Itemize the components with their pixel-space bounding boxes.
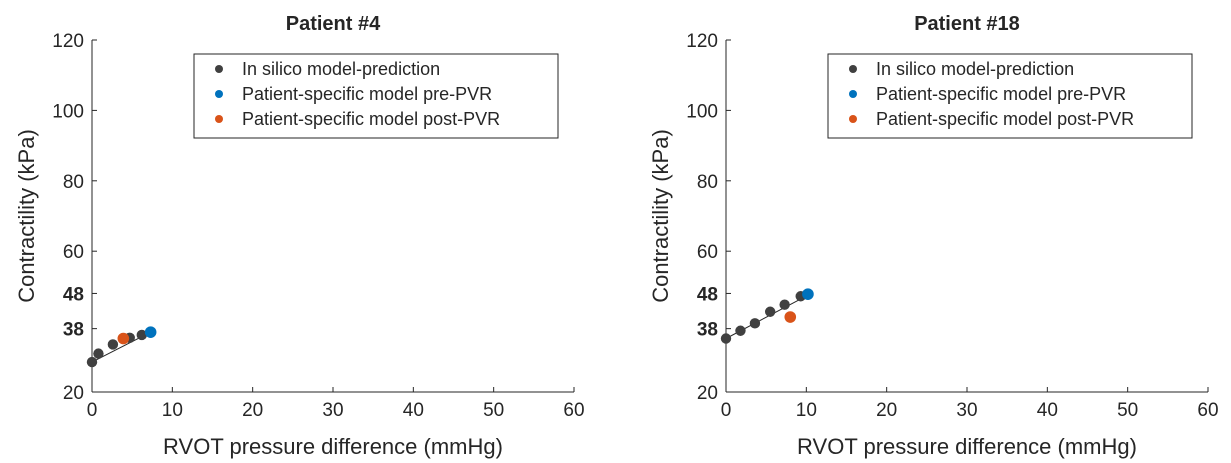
legend-label: In silico model-prediction <box>876 59 1074 79</box>
x-tick-label: 60 <box>1197 400 1218 421</box>
legend-box <box>193 53 559 139</box>
data-point-series-3 <box>117 332 130 345</box>
y-tick-label: 120 <box>686 31 718 52</box>
y-tick-label: 60 <box>697 242 718 263</box>
x-tick-label: 10 <box>162 400 183 421</box>
data-point-series-1 <box>136 329 148 341</box>
y-tick-label: 100 <box>52 101 84 122</box>
y-tick-label: 20 <box>697 383 718 404</box>
legend-marker <box>215 90 223 98</box>
legend-marker <box>849 90 857 98</box>
x-tick-label: 20 <box>876 400 897 421</box>
chart-title: Patient #18 <box>914 13 1020 35</box>
x-tick-label: 20 <box>242 400 263 421</box>
y-tick-label: 100 <box>686 101 718 122</box>
y-axis-label: Contractility (kPa) <box>648 129 673 303</box>
legend-marker <box>849 115 857 123</box>
x-tick-label: 0 <box>721 400 732 421</box>
x-tick-label: 10 <box>796 400 817 421</box>
x-axis-label: RVOT pressure difference (mmHg) <box>797 434 1137 459</box>
data-point-series-1 <box>764 306 776 317</box>
data-point-series-2 <box>802 288 814 300</box>
data-point-series-3 <box>784 311 797 323</box>
y-tick-label: 60 <box>63 242 84 263</box>
data-point-series-1 <box>107 339 119 350</box>
y-tick-label: 80 <box>697 172 718 193</box>
legend-label: In silico model-prediction <box>242 59 440 79</box>
y-tick-label: 48 <box>63 284 84 305</box>
legend-label: Patient-specific model post-PVR <box>242 109 500 129</box>
x-tick-label: 40 <box>403 400 424 421</box>
data-point-series-1 <box>735 325 746 336</box>
legend-marker <box>215 65 223 73</box>
y-tick-label: 80 <box>63 172 84 193</box>
x-tick-label: 60 <box>563 400 584 421</box>
legend-box <box>827 53 1193 139</box>
legend-label: Patient-specific model post-PVR <box>876 109 1134 129</box>
data-point-series-1 <box>749 318 761 329</box>
x-tick-label: 30 <box>322 400 343 421</box>
legend-label: Patient-specific model pre-PVR <box>242 84 492 104</box>
x-tick-label: 0 <box>87 400 98 421</box>
x-tick-label: 40 <box>1037 400 1058 421</box>
chart-1: Patient #4 0 10 20 30 40 50 60 20 38 48 60 80 100 120 R… <box>14 13 585 459</box>
x-tick-label: 50 <box>1117 400 1138 421</box>
legend-label: Patient-specific model pre-PVR <box>876 84 1126 104</box>
data-point-series-1 <box>779 299 790 310</box>
data-point-series-1 <box>720 333 732 344</box>
y-axis-label: Contractility (kPa) <box>14 129 39 303</box>
y-tick-label: 38 <box>697 320 718 341</box>
x-tick-label: 30 <box>956 400 977 421</box>
y-tick-label: 20 <box>63 383 84 404</box>
legend-marker <box>849 65 857 73</box>
data-point-series-1 <box>93 348 104 359</box>
data-point-series-1 <box>86 356 98 368</box>
chart-title: Patient #4 <box>286 13 381 35</box>
data-point-series-2 <box>144 326 157 338</box>
chart-2: Patient #18 0 10 20 30 40 50 60 20 38 48 60 80 100 120… <box>648 13 1219 459</box>
legend-marker <box>215 115 223 123</box>
x-axis-label: RVOT pressure difference (mmHg) <box>163 434 503 459</box>
y-tick-label: 48 <box>697 284 718 305</box>
y-tick-label: 120 <box>52 31 84 52</box>
x-tick-label: 50 <box>483 400 504 421</box>
y-tick-label: 38 <box>63 320 84 341</box>
